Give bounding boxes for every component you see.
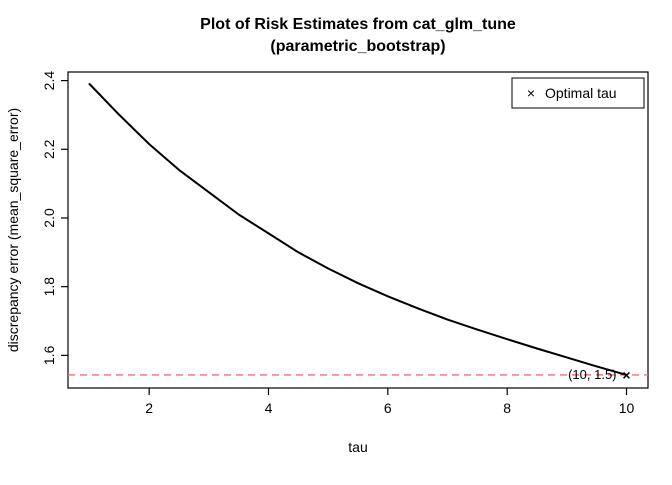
x-tick-label: 8 — [503, 400, 511, 416]
x-tick-label: 4 — [265, 400, 273, 416]
legend: × Optimal tau — [511, 77, 645, 109]
y-tick-label: 2.4 — [41, 71, 57, 91]
y-tick-label: 1.6 — [41, 345, 57, 365]
optimal-point-label: (10, 1.5) — [568, 367, 616, 382]
legend-box — [511, 77, 645, 109]
risk-curve — [88, 83, 628, 376]
x-tick-label: 10 — [619, 400, 635, 416]
chart-subtitle: (parametric_bootstrap) — [270, 38, 445, 55]
y-axis-label: discrepancy error (mean_square_error) — [5, 108, 21, 352]
y-tick-label: 1.8 — [41, 277, 57, 297]
plot-border — [67, 71, 649, 389]
x-tick-label: 6 — [384, 400, 392, 416]
chart-title: Plot of Risk Estimates from cat_glm_tune — [200, 16, 516, 33]
plot-area: 2 4 6 8 10 1.6 1.8 2.0 2.2 2.4 × (10, 1.5) — [41, 71, 649, 416]
x-tick-label: 2 — [145, 400, 153, 416]
optimal-point-marker-x-icon: × — [622, 367, 630, 383]
legend-marker-x-icon: × — [527, 85, 535, 101]
y-tick-label: 2.0 — [41, 208, 57, 228]
legend-entry-label: Optimal tau — [545, 85, 617, 101]
y-tick-label: 2.2 — [41, 139, 57, 159]
x-axis-label: tau — [348, 439, 367, 455]
